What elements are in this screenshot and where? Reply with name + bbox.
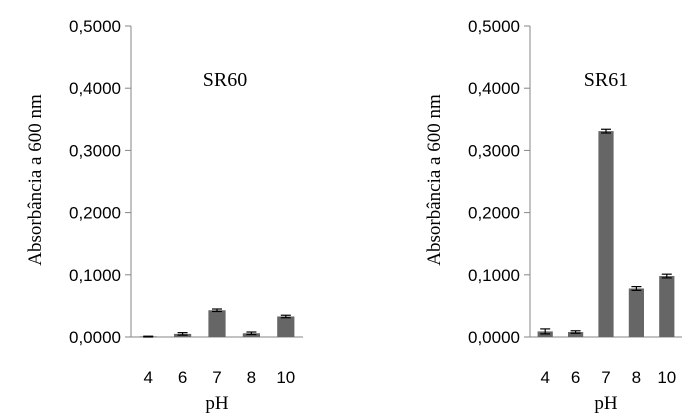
x-tick-label: 7 (212, 368, 221, 387)
y-tick-label: 0,0000 (468, 328, 520, 347)
y-tick-label: 0,3000 (69, 141, 121, 160)
x-tick-label: 6 (571, 368, 580, 387)
x-tick-label: 4 (540, 368, 549, 387)
x-tick-label: 10 (276, 368, 295, 387)
y-tick-label: 0,4000 (468, 79, 520, 98)
chart-sr61: SR61 Absorbância a 600 nm pH 0,0000 0,100… (424, 17, 682, 414)
y-tick-label: 0,2000 (468, 204, 520, 223)
y-tick-label: 0,3000 (468, 141, 520, 160)
bar (277, 316, 295, 337)
x-tick-label: 6 (178, 368, 187, 387)
y-tick-label: 0,5000 (69, 17, 121, 36)
y-tick-label: 0,0000 (69, 328, 121, 347)
y-tick-label: 0,4000 (69, 79, 121, 98)
chart-sr60: SR60 Absorbância a 600 nm pH 0,0000 0,100… (25, 17, 303, 414)
x-tick-label: 8 (247, 368, 256, 387)
x-tick-label: 10 (657, 368, 676, 387)
y-tick-label: 0,5000 (468, 17, 520, 36)
x-tick-label: 4 (143, 368, 152, 387)
chart-title: SR60 (203, 69, 247, 91)
y-tick-label: 0,1000 (468, 266, 520, 285)
y-tick-label: 0,1000 (69, 266, 121, 285)
bar (598, 131, 614, 337)
bar (628, 288, 644, 337)
bar (208, 310, 226, 337)
bar (568, 332, 584, 337)
y-axis-label: Absorbância a 600 nm (25, 94, 46, 266)
bar (659, 276, 675, 337)
y-tick-label: 0,2000 (69, 204, 121, 223)
x-tick-label: 7 (601, 368, 610, 387)
x-axis-label: pH (594, 393, 618, 414)
bar (242, 333, 260, 337)
x-axis-label: pH (205, 393, 229, 414)
chart-title: SR61 (584, 69, 628, 91)
x-tick-label: 8 (632, 368, 641, 387)
y-axis-label: Absorbância a 600 nm (424, 94, 445, 266)
